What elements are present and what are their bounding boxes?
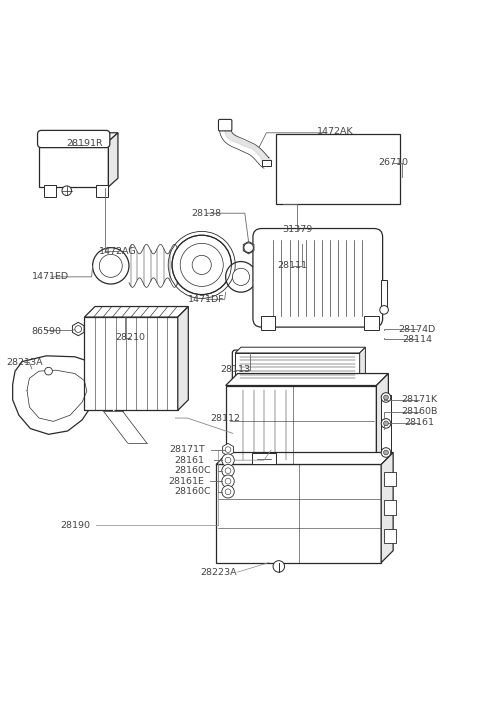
Polygon shape xyxy=(381,453,393,562)
Text: 28113: 28113 xyxy=(220,365,250,375)
FancyBboxPatch shape xyxy=(37,130,110,148)
Text: 1471DF: 1471DF xyxy=(188,295,225,304)
Polygon shape xyxy=(216,453,393,465)
Text: 28111: 28111 xyxy=(277,261,308,270)
Bar xyxy=(39,142,108,187)
Circle shape xyxy=(45,367,52,375)
Text: 26710: 26710 xyxy=(378,158,408,168)
Text: 28171K: 28171K xyxy=(401,396,438,404)
Circle shape xyxy=(222,465,234,477)
Text: 28223A: 28223A xyxy=(200,567,237,577)
Text: 28190: 28190 xyxy=(60,521,90,529)
Circle shape xyxy=(384,395,388,400)
FancyBboxPatch shape xyxy=(232,350,362,389)
Circle shape xyxy=(384,421,388,426)
Polygon shape xyxy=(12,356,101,434)
Circle shape xyxy=(222,475,234,487)
Text: 31379: 31379 xyxy=(282,225,312,234)
Polygon shape xyxy=(84,306,188,317)
Circle shape xyxy=(225,478,231,484)
Bar xyxy=(235,353,360,386)
Circle shape xyxy=(180,244,223,287)
Bar xyxy=(252,453,276,465)
Bar xyxy=(276,134,400,203)
Circle shape xyxy=(93,248,129,284)
Polygon shape xyxy=(108,133,118,187)
Text: 1471ED: 1471ED xyxy=(32,272,70,282)
Bar xyxy=(263,160,271,166)
Text: 28171T: 28171T xyxy=(169,445,205,454)
Text: 28112: 28112 xyxy=(211,413,240,422)
Text: 28161E: 28161E xyxy=(168,477,204,486)
Circle shape xyxy=(62,186,72,196)
Circle shape xyxy=(99,254,122,277)
Bar xyxy=(216,465,381,562)
Bar xyxy=(381,280,387,306)
Bar xyxy=(261,316,275,330)
FancyBboxPatch shape xyxy=(218,120,232,131)
Text: 28138: 28138 xyxy=(192,208,222,218)
Circle shape xyxy=(381,448,391,458)
Polygon shape xyxy=(39,133,118,142)
Circle shape xyxy=(172,235,231,294)
Text: 28210: 28210 xyxy=(115,333,145,342)
Text: 28191R: 28191R xyxy=(66,139,103,149)
Bar xyxy=(226,386,376,465)
Bar xyxy=(384,501,396,515)
Circle shape xyxy=(225,468,231,474)
Text: 28161: 28161 xyxy=(405,418,434,427)
Bar xyxy=(364,316,379,330)
Bar xyxy=(84,317,178,410)
Circle shape xyxy=(244,243,253,253)
Bar xyxy=(384,529,396,543)
Text: 86590: 86590 xyxy=(31,327,61,337)
Bar xyxy=(44,185,56,197)
Circle shape xyxy=(222,486,234,498)
Bar xyxy=(381,395,391,455)
Text: 1472AG: 1472AG xyxy=(99,247,137,256)
Text: 28160C: 28160C xyxy=(174,487,210,496)
Polygon shape xyxy=(360,347,365,386)
Polygon shape xyxy=(226,374,388,386)
Text: 28174D: 28174D xyxy=(398,325,436,334)
Polygon shape xyxy=(235,347,365,353)
Circle shape xyxy=(192,256,211,275)
Text: 28114: 28114 xyxy=(402,334,432,344)
Text: 28161: 28161 xyxy=(175,455,205,465)
FancyBboxPatch shape xyxy=(253,229,383,327)
Circle shape xyxy=(225,489,231,495)
Text: 28213A: 28213A xyxy=(6,358,43,367)
Circle shape xyxy=(273,560,285,572)
Text: 28160B: 28160B xyxy=(401,408,438,416)
Bar xyxy=(96,185,108,197)
Circle shape xyxy=(75,326,82,332)
Text: 1472AK: 1472AK xyxy=(317,127,354,137)
Circle shape xyxy=(225,458,231,463)
Circle shape xyxy=(380,306,388,314)
Text: 28160C: 28160C xyxy=(174,466,210,475)
Circle shape xyxy=(232,268,250,286)
Polygon shape xyxy=(178,306,188,410)
Circle shape xyxy=(381,393,391,402)
Circle shape xyxy=(226,262,256,292)
Circle shape xyxy=(222,454,234,466)
Circle shape xyxy=(225,447,231,453)
Circle shape xyxy=(384,450,388,455)
Bar xyxy=(384,472,396,486)
Polygon shape xyxy=(376,374,388,465)
Circle shape xyxy=(381,419,391,428)
